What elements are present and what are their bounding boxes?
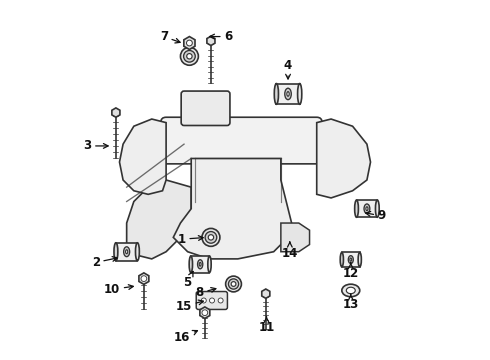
- Ellipse shape: [114, 243, 118, 261]
- Ellipse shape: [123, 247, 130, 257]
- Text: 13: 13: [343, 294, 359, 311]
- Ellipse shape: [135, 243, 139, 261]
- Circle shape: [231, 282, 236, 286]
- Text: 7: 7: [160, 30, 180, 43]
- Text: 3: 3: [83, 139, 108, 152]
- Text: 11: 11: [258, 317, 274, 334]
- Text: 10: 10: [104, 283, 133, 296]
- Text: 9: 9: [366, 210, 386, 222]
- Circle shape: [187, 54, 192, 59]
- Polygon shape: [184, 37, 195, 49]
- Polygon shape: [120, 119, 166, 194]
- Circle shape: [187, 40, 192, 46]
- FancyBboxPatch shape: [161, 117, 322, 164]
- Ellipse shape: [366, 207, 368, 211]
- Bar: [116, 243, 137, 261]
- Text: 15: 15: [175, 300, 203, 313]
- Circle shape: [184, 50, 195, 62]
- Ellipse shape: [125, 250, 128, 254]
- Ellipse shape: [340, 252, 343, 267]
- FancyBboxPatch shape: [181, 91, 230, 126]
- FancyBboxPatch shape: [196, 292, 227, 310]
- Text: 2: 2: [92, 256, 117, 269]
- Polygon shape: [200, 307, 210, 319]
- Ellipse shape: [285, 88, 291, 100]
- Polygon shape: [281, 223, 310, 252]
- Ellipse shape: [199, 262, 201, 266]
- Circle shape: [202, 310, 208, 316]
- Ellipse shape: [342, 284, 360, 297]
- Text: 5: 5: [183, 271, 193, 289]
- Polygon shape: [262, 289, 270, 298]
- Polygon shape: [207, 36, 215, 45]
- Text: 14: 14: [282, 242, 298, 260]
- Circle shape: [208, 235, 214, 240]
- Text: 12: 12: [343, 262, 359, 280]
- Polygon shape: [139, 273, 149, 284]
- Ellipse shape: [197, 260, 203, 269]
- Polygon shape: [126, 180, 191, 259]
- Ellipse shape: [350, 258, 352, 261]
- Polygon shape: [173, 158, 292, 259]
- Circle shape: [218, 298, 223, 303]
- Ellipse shape: [208, 256, 211, 273]
- Ellipse shape: [355, 200, 358, 217]
- Text: 4: 4: [284, 59, 292, 79]
- Ellipse shape: [364, 204, 370, 213]
- Circle shape: [205, 231, 217, 243]
- Text: 16: 16: [174, 330, 197, 344]
- Bar: [191, 256, 210, 273]
- Text: 8: 8: [196, 287, 216, 300]
- Ellipse shape: [375, 200, 379, 217]
- Polygon shape: [317, 119, 370, 198]
- Text: 6: 6: [210, 30, 232, 43]
- Ellipse shape: [358, 252, 361, 267]
- Ellipse shape: [348, 256, 353, 264]
- Text: 1: 1: [178, 233, 203, 246]
- Bar: [342, 252, 360, 267]
- Bar: [357, 200, 377, 217]
- Ellipse shape: [287, 92, 289, 96]
- Ellipse shape: [274, 84, 278, 104]
- Circle shape: [141, 276, 147, 282]
- Ellipse shape: [189, 256, 193, 273]
- Circle shape: [180, 47, 198, 65]
- Circle shape: [228, 279, 239, 289]
- Circle shape: [225, 276, 242, 292]
- Ellipse shape: [346, 287, 355, 294]
- Polygon shape: [112, 108, 120, 117]
- Circle shape: [201, 298, 206, 303]
- Ellipse shape: [297, 84, 302, 104]
- Bar: [276, 84, 300, 104]
- Circle shape: [210, 298, 215, 303]
- Circle shape: [202, 228, 220, 246]
